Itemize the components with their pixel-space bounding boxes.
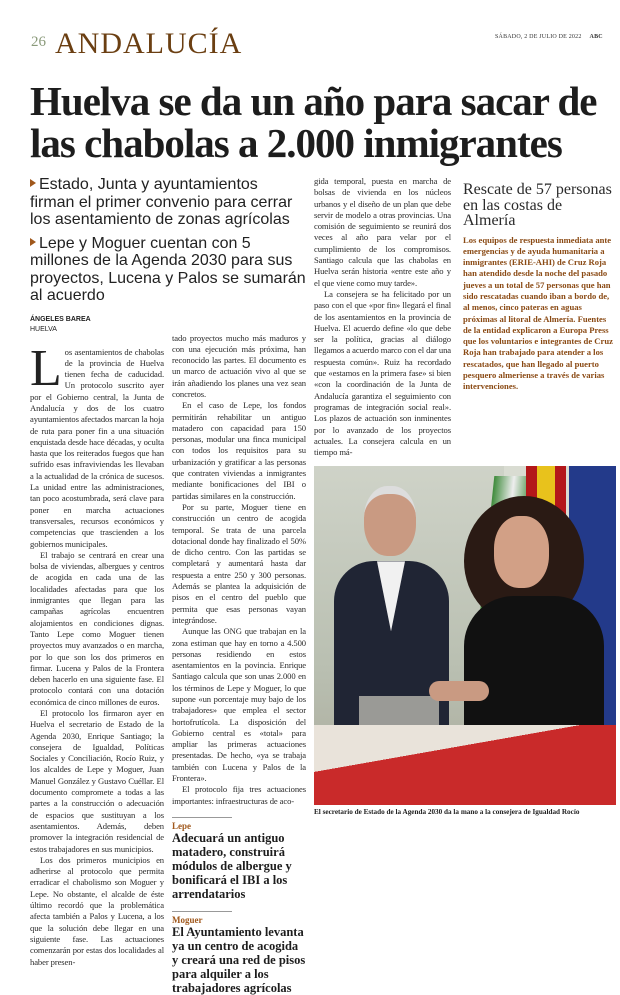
triangle-bullet-icon [30, 179, 36, 187]
column-2-wrap: tado proyectos mucho más maduros y con u… [172, 333, 306, 995]
man-head [364, 486, 416, 557]
highlight-kicker: Lepe [172, 820, 191, 831]
divider [172, 910, 232, 912]
highlight-lepe: Lepe Adecuará un antiguo matadero, const… [172, 816, 306, 901]
paragraph: En el caso de Lepe, los fondos permitirá… [172, 400, 306, 501]
paragraph: Los dos primeros municipios en adherirse… [30, 854, 164, 967]
paragraph: tado proyectos mucho más maduros y con u… [172, 332, 306, 399]
date: SÁBADO, 2 DE JULIO DE 2022 [495, 34, 582, 40]
right-block: gida temporal, puesta en marcha de bolsa… [314, 176, 616, 846]
paragraph: El protocolo fija tres actuaciones impor… [172, 784, 306, 806]
subhead-text: Lepe y Moguer cuentan con 5 millones de … [30, 234, 306, 305]
author: ÁNGELES BAREA [30, 315, 91, 323]
table [314, 725, 616, 805]
woman-head [494, 516, 549, 589]
byline: ÁNGELES BAREA HUELVA [30, 315, 164, 335]
article-body: Estado, Junta y ayuntamientos firman el … [30, 176, 616, 995]
article: Huelva se da un año para sacar de las ch… [30, 78, 616, 995]
sidebar-title: Rescate de 57 personas en las costas de … [463, 181, 612, 229]
page-header: 26 ANDALUCÍA SÁBADO, 2 DE JULIO DE 2022 A… [30, 27, 610, 61]
paragraph: La consejera se ha felicitado por un pas… [314, 288, 451, 458]
paragraph: El trabajo se centrará en crear una bols… [30, 549, 164, 707]
right-top: gida temporal, puesta en marcha de bolsa… [314, 176, 613, 458]
left-block: Estado, Junta y ayuntamientos firman el … [30, 176, 306, 995]
paragraph: El protocolo los firmaron ayer en Huelva… [30, 708, 164, 854]
highlight-kicker: Moguer [172, 914, 203, 925]
article-column-3: gida temporal, puesta en marcha de bolsa… [314, 176, 451, 458]
location: HUELVA [30, 325, 57, 333]
handshake [429, 681, 489, 702]
paragraph-text: os asentamientos de chabolas de la provi… [30, 346, 164, 549]
page-number: 26 [31, 34, 46, 50]
article-column-2: tado proyectos mucho más maduros y con u… [172, 333, 306, 807]
dateline: SÁBADO, 2 DE JULIO DE 2022 ABC [495, 34, 603, 40]
headline: Huelva se da un año para sacar de las ch… [30, 78, 598, 166]
photo-caption: El secretario de Estado de la Agenda 203… [314, 808, 580, 816]
highlight-text: Adecuará un antiguo matadero, construirá… [172, 830, 292, 901]
triangle-bullet-icon [30, 237, 36, 246]
article-photo [314, 466, 616, 805]
highlight-text: El Ayuntamiento levanta ya un centro de … [172, 924, 306, 995]
paragraph: Aunque las ONG que trabajan en la zona e… [172, 626, 306, 784]
paragraph: Por su parte, Moguer tiene en construcci… [172, 501, 306, 625]
divider [172, 816, 232, 818]
sidebar-body: Los equipos de respuesta inmediata ante … [463, 234, 613, 392]
drop-cap: L [30, 339, 62, 397]
section-title: ANDALUCÍA [55, 27, 243, 60]
subhead-2: Lepe y Moguer cuentan con 5 millones de … [30, 235, 306, 305]
highlight-moguer: Moguer El Ayuntamiento levanta ya un cen… [172, 910, 306, 995]
subhead-text: Estado, Junta y ayuntamientos firman el … [30, 176, 293, 228]
subhead-1: Estado, Junta y ayuntamientos firman el … [30, 176, 306, 229]
sidebar: Rescate de 57 personas en las costas de … [463, 176, 613, 458]
publication-name: ABC [589, 34, 603, 40]
paragraph: gida temporal, puesta en marcha de bolsa… [314, 176, 451, 288]
